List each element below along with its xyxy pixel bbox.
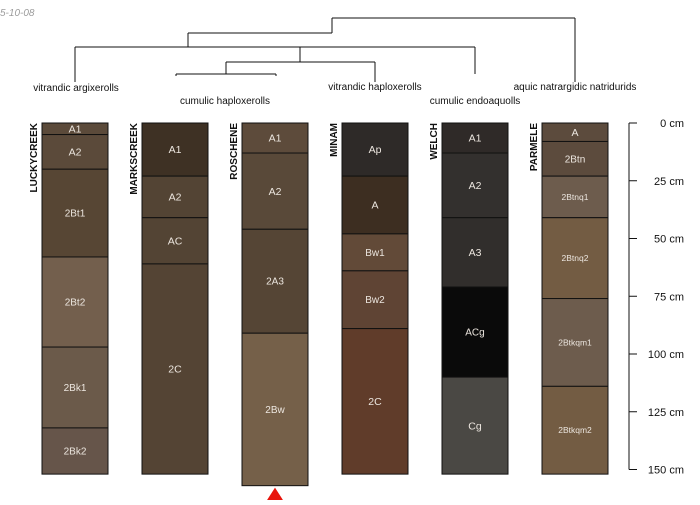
- horizon-welch-3: [441, 286, 509, 378]
- horizon-label: 2Bt1: [65, 209, 86, 220]
- horizon-label: A2: [469, 180, 482, 192]
- horizon-label: Bw2: [365, 295, 385, 306]
- axis-tick-label: 75 cm: [654, 291, 684, 303]
- horizon-markscreek-2: [141, 217, 209, 265]
- profile-luckycreek: A1 A2 2Bt1 2Bt2 2Bk1 2Bk2 LUCKYCREEK: [29, 122, 109, 475]
- horizon-label: 2Btkqm1: [558, 337, 592, 347]
- axis-tick-label: 150 cm: [648, 465, 684, 477]
- taxon-label-vithap: vitrandic haploxerolls: [328, 82, 421, 93]
- horizon-label: 2A3: [266, 277, 284, 288]
- profile-name-markscreek: MARKSCREEK: [129, 122, 140, 194]
- horizon-minam-4: [341, 328, 409, 475]
- profile-name-roschene: ROSCHENE: [229, 123, 240, 180]
- horizon-roschene-2: [241, 228, 309, 334]
- horizon-label: Cg: [468, 420, 482, 432]
- horizon-label: ACg: [465, 328, 484, 339]
- horizon-label: A3: [469, 247, 482, 259]
- horizon-markscreek-3: [141, 263, 209, 475]
- profile-markscreek: A1 A2 AC 2C MARKSCREEK: [129, 122, 209, 475]
- soil-profiles: A1 A2 2Bt1 2Bt2 2Bk1 2Bk2 LUCKYCREEK A1 A2 AC 2C MA…: [29, 122, 609, 502]
- horizon-label: 2Bw: [265, 405, 285, 416]
- axis-tick-label: 100 cm: [648, 349, 684, 361]
- taxon-label-argix: vitrandic argixerolls: [33, 83, 119, 94]
- marker-triangle: [266, 487, 284, 502]
- horizon-minam-3: [341, 270, 409, 330]
- horizon-label: Bw1: [365, 248, 385, 259]
- horizon-parmele-3: [541, 217, 609, 300]
- profile-name-parmele: PARMELE: [529, 123, 540, 171]
- horizon-label: A1: [169, 144, 182, 156]
- horizon-roschene-3: [241, 332, 309, 487]
- horizon-label: 2Bk2: [64, 447, 87, 458]
- axis-tick-label: 0 cm: [660, 118, 684, 130]
- horizon-label: 2C: [168, 364, 182, 376]
- profile-name-minam: MINAM: [329, 123, 340, 157]
- horizon-welch-4: [441, 376, 509, 475]
- horizon-label: A1: [69, 123, 82, 135]
- horizon-minam-1: [341, 175, 409, 235]
- profile-roschene: A1 A2 2A3 2Bw ROSCHENE: [229, 122, 309, 502]
- taxon-label-cumendo: cumulic endoaquolls: [430, 96, 521, 107]
- profile-name-welch: WELCH: [429, 123, 440, 160]
- horizon-label: 2Btn: [565, 154, 586, 165]
- horizon-label: A: [571, 127, 578, 139]
- horizon-label: Ap: [369, 144, 382, 156]
- profile-minam: Ap A Bw1 Bw2 2C MINAM: [329, 122, 409, 475]
- taxon-labels: vitrandic argixerolls cumulic haploxeroll…: [33, 82, 636, 107]
- horizon-label: A1: [469, 133, 482, 145]
- axis-tick-label: 125 cm: [648, 407, 684, 419]
- profile-parmele: A 2Btn 2Btnq1 2Btnq2 2Btkqm1 2Btkqm2 PARMELE: [529, 122, 609, 475]
- dendrogram: [74, 17, 576, 82]
- horizon-label: 2Btkqm2: [558, 425, 592, 435]
- horizon-label: A2: [169, 192, 182, 204]
- horizon-welch-2: [441, 217, 509, 288]
- profile-welch: A1 A2 A3 ACg Cg WELCH: [429, 122, 509, 475]
- horizon-label: A2: [69, 147, 82, 159]
- horizon-label: A2: [269, 186, 282, 198]
- horizon-label: A1: [269, 133, 282, 145]
- horizon-parmele-1: [541, 140, 609, 177]
- taxon-label-aquic: aquic natrargidic natridurids: [514, 82, 637, 93]
- date-stamp: 5-10-08: [0, 8, 35, 19]
- horizon-welch-1: [441, 152, 509, 219]
- taxon-label-cumhap: cumulic haploxerolls: [180, 96, 270, 107]
- horizon-label: 2C: [368, 396, 382, 408]
- horizon-minam-0: [341, 122, 409, 177]
- horizon-roschene-0: [241, 122, 309, 154]
- horizon-label: 2Bt2: [65, 298, 86, 309]
- horizon-label: A: [371, 200, 378, 212]
- horizon-label: 2Btnq2: [562, 253, 589, 263]
- axis-tick-label: 25 cm: [654, 176, 684, 188]
- horizon-parmele-5: [541, 385, 609, 475]
- horizon-luckycreek-5: [41, 427, 109, 475]
- horizon-markscreek-0: [141, 122, 209, 177]
- horizon-luckycreek-2: [41, 168, 109, 258]
- horizon-label: 2Bk1: [64, 383, 87, 394]
- depth-axis: 0 cm 25 cm 50 cm 75 cm 100 cm 125 cm 150 cm: [628, 118, 684, 477]
- horizon-label: 2Btnq1: [562, 192, 589, 202]
- horizon-label: AC: [168, 235, 183, 247]
- horizon-minam-2: [341, 233, 409, 272]
- horizon-parmele-2: [541, 175, 609, 219]
- horizon-markscreek-1: [141, 175, 209, 219]
- axis-tick-label: 50 cm: [654, 234, 684, 246]
- profile-name-luckycreek: LUCKYCREEK: [29, 122, 40, 192]
